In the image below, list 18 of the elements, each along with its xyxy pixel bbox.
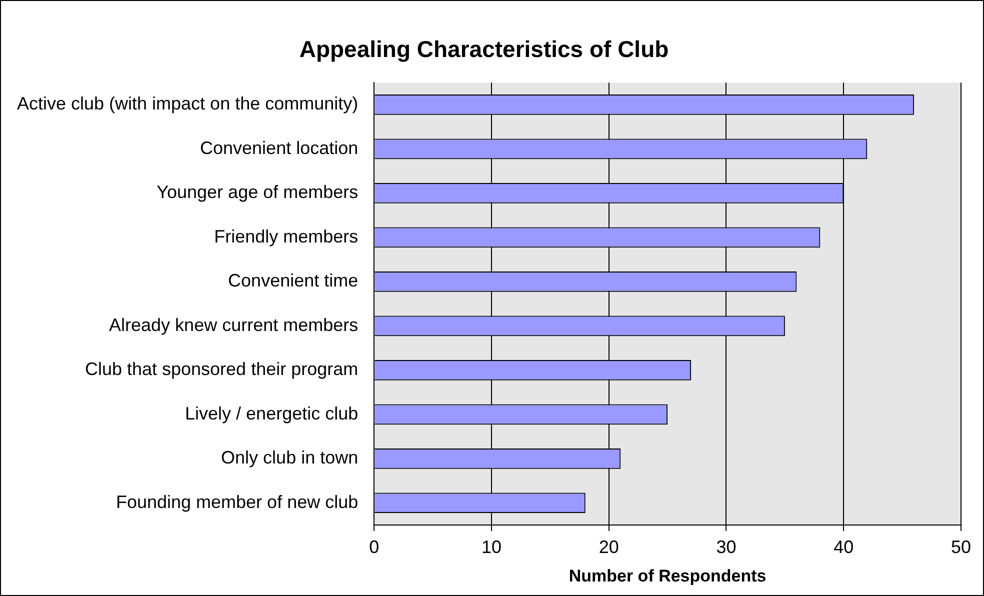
chart-title: Appealing Characteristics of Club (299, 36, 669, 62)
y-tick-label: Active club (with impact on the community) (16, 94, 358, 114)
y-tick-label: Convenient location (200, 138, 358, 158)
y-tick-label: Club that sponsored their program (84, 359, 358, 380)
x-tick-label: 50 (950, 536, 972, 557)
x-tick-label: 20 (598, 536, 619, 557)
x-tick-label: 10 (481, 536, 502, 557)
y-tick-label: Already knew current members (109, 314, 358, 335)
x-tick-label: 0 (369, 536, 380, 557)
y-tick-label: Younger age of members (156, 182, 358, 202)
y-tick-label: Friendly members (214, 226, 358, 246)
y-tick-label: Founding member of new club (116, 492, 358, 512)
x-tick-label: 30 (716, 536, 736, 557)
y-tick-label: Lively / energetic club (185, 403, 358, 424)
y-tick-label: Only club in town (221, 448, 358, 468)
x-axis-title: Number of Respondents (568, 566, 766, 586)
x-tick-label: 40 (834, 536, 854, 557)
y-tick-label: Convenient time (228, 270, 358, 291)
